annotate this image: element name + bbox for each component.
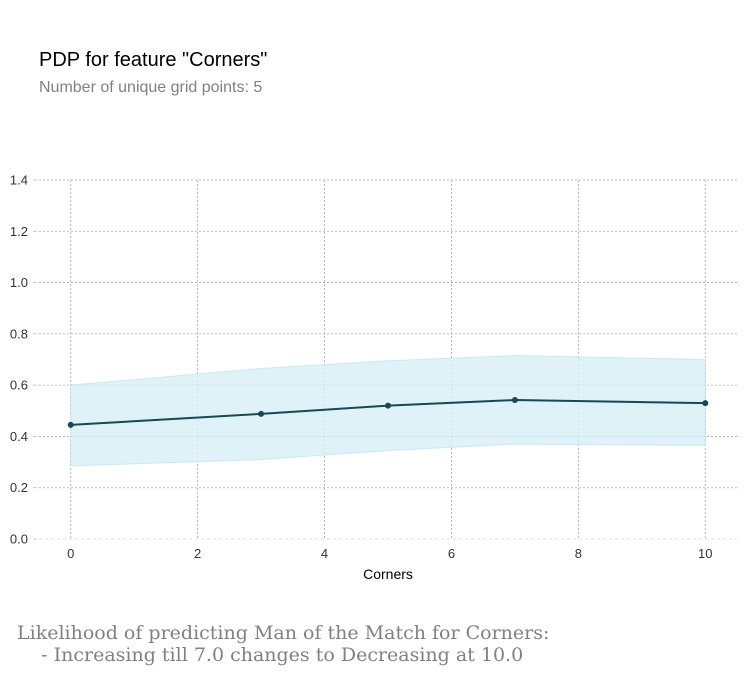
x-tick-label: 2 (194, 546, 201, 561)
confidence-band (70, 355, 706, 467)
x-tick-label: 6 (448, 546, 455, 561)
pdp-point (385, 402, 391, 409)
x-axis-label: Corners (363, 566, 413, 582)
y-tick-label: 1.4 (10, 173, 28, 188)
pdp-point (511, 397, 518, 404)
pdp-point (67, 421, 74, 428)
y-tick-label: 0.0 (10, 532, 28, 547)
x-tick-label: 8 (575, 546, 582, 561)
caption-line-2: - Increasing till 7.0 changes to Decreas… (17, 644, 524, 666)
caption-line-1: Likelihood of predicting Man of the Matc… (17, 622, 550, 644)
chart-title: PDP for feature "Corners" (39, 49, 268, 71)
chart-caption: Likelihood of predicting Man of the Matc… (17, 622, 549, 666)
y-tick-label: 0.2 (10, 480, 28, 495)
y-tick-label: 0.8 (10, 326, 28, 341)
x-tick-label: 10 (698, 546, 712, 561)
y-tick-label: 1.0 (10, 275, 28, 290)
y-tick-label: 1.2 (10, 224, 28, 239)
chart-subtitle: Number of unique grid points: 5 (39, 79, 263, 96)
x-tick-label: 4 (321, 546, 328, 561)
pdp-point (702, 400, 709, 407)
y-tick-label: 0.4 (10, 429, 28, 444)
y-tick-label: 0.6 (10, 378, 28, 393)
pdp-point (258, 410, 265, 417)
x-tick-label: 0 (67, 546, 74, 561)
